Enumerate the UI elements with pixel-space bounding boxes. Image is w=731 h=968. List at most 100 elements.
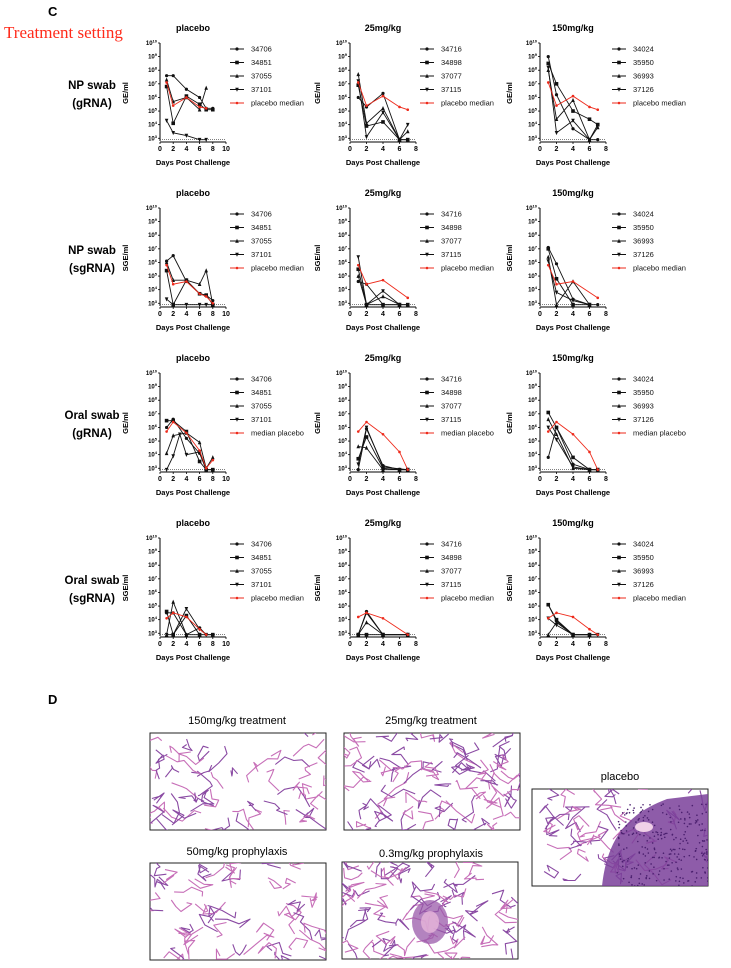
y-tick-label: 1010 <box>146 534 158 543</box>
triangle-down-marker <box>356 255 361 260</box>
square-marker <box>617 225 621 230</box>
circle-marker <box>381 91 385 95</box>
x-tick-label: 6 <box>398 641 402 648</box>
square-marker <box>571 302 575 307</box>
median-marker <box>546 263 550 267</box>
x-tick-label: 6 <box>398 146 402 153</box>
y-tick-label: 106 <box>528 588 538 597</box>
series-median-placebo <box>165 420 215 470</box>
triangle-up-marker <box>617 568 621 573</box>
legend-item: 34716 <box>420 45 462 54</box>
series-line <box>166 612 213 636</box>
legend-item: 37126 <box>612 85 654 94</box>
chart-title: 25mg/kg <box>365 353 402 363</box>
x-tick-label: 0 <box>348 476 352 483</box>
x-tick-label: 10 <box>222 146 230 153</box>
median-marker <box>235 101 239 105</box>
circle-marker <box>184 87 188 91</box>
y-tick-label: 104 <box>528 450 538 459</box>
legend-label: 37101 <box>251 250 272 259</box>
x-tick-label: 6 <box>588 311 592 318</box>
triangle-up-marker <box>356 444 361 449</box>
x-tick-label: 8 <box>211 311 215 318</box>
y-tick-label: 109 <box>528 382 538 391</box>
median-marker <box>165 81 168 84</box>
x-tick-label: 8 <box>604 311 608 318</box>
legend-label: 34706 <box>251 375 272 384</box>
triangle-down-marker <box>204 302 208 307</box>
median-marker <box>398 105 401 109</box>
x-tick-label: 0 <box>538 146 542 153</box>
legend-item: placebo median <box>420 99 494 108</box>
legend-label: placebo median <box>633 99 686 108</box>
median-marker <box>365 611 368 615</box>
y-tick-label: 109 <box>528 52 538 61</box>
triangle-up-marker <box>546 632 551 637</box>
legend-label: 37101 <box>251 580 272 589</box>
y-tick-label: 104 <box>528 615 538 624</box>
tissue-texture <box>150 733 326 830</box>
x-tick-label: 0 <box>348 311 352 318</box>
legend-item: 35950 <box>612 553 654 562</box>
y-tick-label: 108 <box>338 231 348 240</box>
x-tick-label: 4 <box>571 311 575 318</box>
y-tick-label: 109 <box>528 547 538 556</box>
x-tick-label: 0 <box>538 476 542 483</box>
row-sublabel: (sgRNA) <box>69 263 115 275</box>
square-marker <box>171 121 175 126</box>
x-tick-label: 6 <box>198 146 202 153</box>
square-marker <box>164 609 169 614</box>
triangle-up-marker <box>381 467 385 472</box>
y-tick-label: 104 <box>338 120 348 128</box>
x-tick-label: 8 <box>604 641 608 648</box>
chart-title: 25mg/kg <box>365 188 402 198</box>
triangle-up-marker <box>235 73 239 78</box>
y-axis-label: GE/ml <box>121 82 130 104</box>
y-tick-label: 105 <box>338 602 348 611</box>
legend-label: 37115 <box>441 85 461 94</box>
y-tick-label: 106 <box>528 258 538 267</box>
y-tick-label: 109 <box>338 547 348 556</box>
series-line <box>358 612 408 636</box>
legend-item: 36993 <box>612 72 654 81</box>
triangle-up-marker <box>184 632 189 637</box>
y-tick-label: 104 <box>338 285 348 294</box>
x-axis-label: Days Post Challenge <box>346 323 420 332</box>
x-tick-label: 2 <box>555 641 559 648</box>
square-marker <box>235 555 239 560</box>
x-axis-label: Days Post Challenge <box>156 488 230 497</box>
legend-label: 37077 <box>441 567 462 576</box>
triangle-up-marker <box>554 116 559 122</box>
series-line <box>166 265 214 304</box>
square-marker <box>364 124 369 128</box>
legend-label: placebo median <box>633 594 686 603</box>
y-tick-label: 108 <box>528 66 538 75</box>
y-tick-label: 107 <box>148 574 158 583</box>
triangle-down-marker <box>164 297 169 302</box>
circle-marker <box>356 468 360 472</box>
row-sublabel: (gRNA) <box>72 428 112 440</box>
y-tick-label: 104 <box>148 120 158 128</box>
x-axis-label: Days Post Challenge <box>536 653 610 662</box>
median-marker <box>617 596 621 600</box>
circle-marker <box>356 95 360 100</box>
legend-item: 34716 <box>420 540 462 549</box>
y-tick-label: 103 <box>528 134 538 143</box>
triangle-down-marker <box>364 135 369 140</box>
triangle-down-marker <box>554 623 559 628</box>
triangle-down-marker <box>587 302 592 307</box>
legend-item: placebo median <box>230 264 304 273</box>
legend-label: 34706 <box>251 210 272 219</box>
circle-marker <box>235 542 239 546</box>
legend-item: 37126 <box>612 580 654 589</box>
row-label: Oral swab <box>65 575 120 587</box>
median-marker <box>425 266 429 270</box>
triangle-up-marker <box>211 455 215 460</box>
y-tick-label: 108 <box>338 396 348 405</box>
legend-label: median placebo <box>441 429 494 438</box>
circle-marker <box>596 303 600 307</box>
x-tick-label: 6 <box>198 641 202 648</box>
circle-marker <box>356 279 360 284</box>
y-axis-label: SGE/ml <box>313 575 322 602</box>
